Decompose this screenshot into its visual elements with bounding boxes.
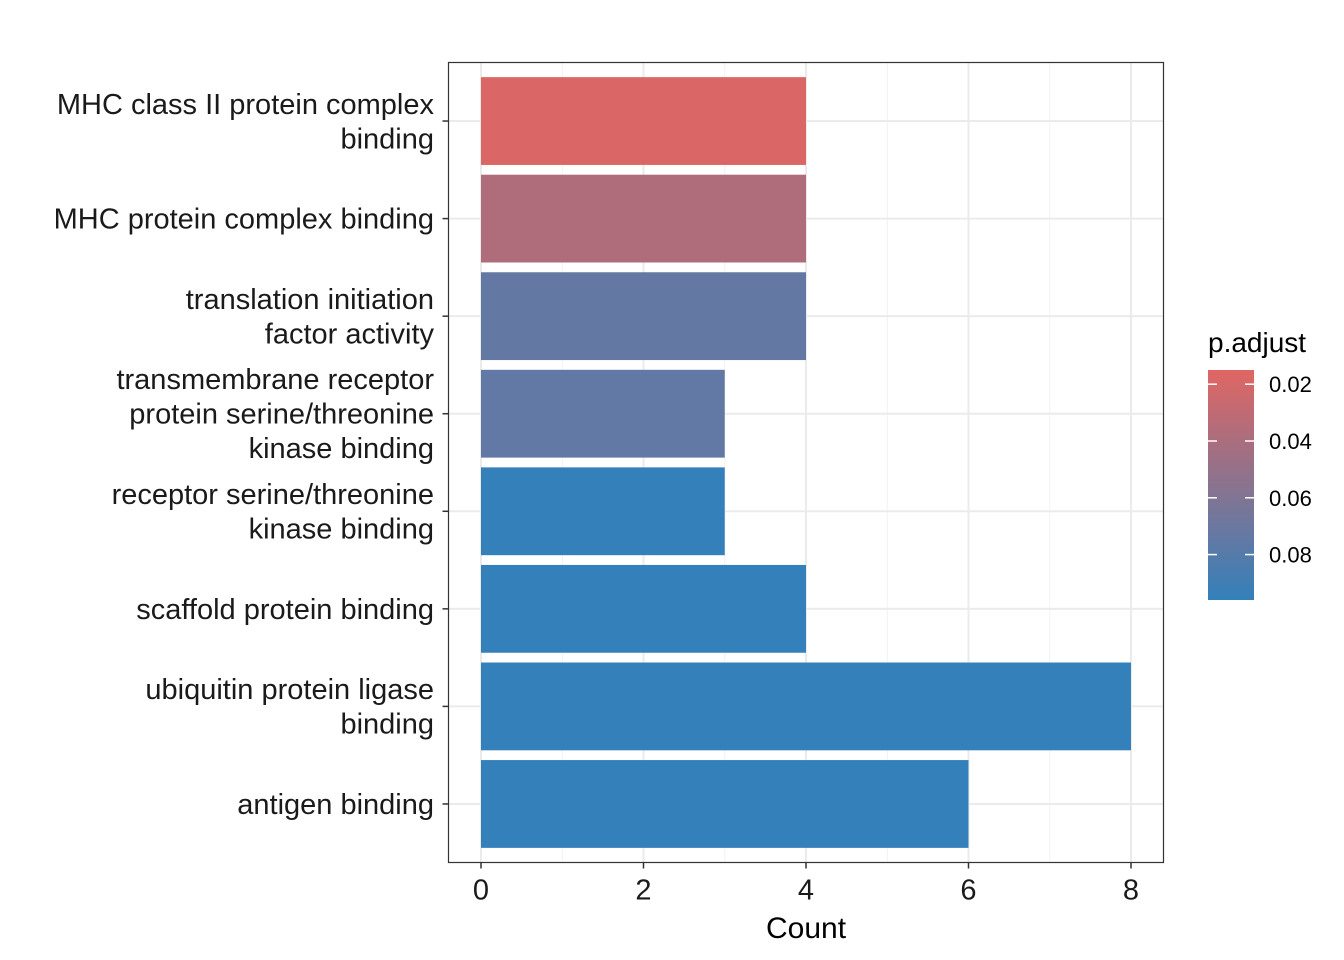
legend-tick-label: 0.04 <box>1269 429 1312 454</box>
y-tick-label: scaffold protein binding <box>136 594 434 626</box>
y-tick-label: MHC class II protein complex binding <box>57 89 435 156</box>
bar-8 <box>481 760 969 848</box>
x-tick-label: 8 <box>1123 875 1139 907</box>
y-tick-label: translation initiation factor activity <box>186 284 435 351</box>
x-tick-label: 0 <box>473 875 489 907</box>
legend-tick-label: 0.02 <box>1269 372 1312 397</box>
bar-5 <box>481 467 725 556</box>
bar-4 <box>481 369 725 458</box>
x-axis-title: Count <box>766 912 847 945</box>
bar-2 <box>481 174 806 263</box>
bar-7 <box>481 662 1131 751</box>
bar-6 <box>481 564 806 653</box>
bar-1 <box>481 77 806 165</box>
bars <box>481 77 1131 848</box>
legend-tick-label: 0.06 <box>1269 486 1312 511</box>
y-tick-label: transmembrane receptor protein serine/thr… <box>116 364 434 465</box>
y-tick-label: MHC protein complex binding <box>54 204 434 236</box>
legend-colorbar <box>1208 370 1254 600</box>
legend-title: p.adjust <box>1208 327 1306 358</box>
legend-tick-label: 0.08 <box>1269 543 1312 568</box>
x-tick-label: 2 <box>635 875 651 907</box>
y-tick-label: receptor serine/threonine kinase binding <box>112 479 434 546</box>
x-tick-label: 4 <box>798 875 814 907</box>
y-tick-label: ubiquitin protein ligase binding <box>145 674 434 741</box>
x-axis: 0 2 4 6 8 <box>473 862 1139 907</box>
x-tick-label: 6 <box>960 875 976 907</box>
bar-3 <box>481 272 806 361</box>
y-tick-label: antigen binding <box>237 789 434 821</box>
y-axis: MHC class II protein complex binding MHC p… <box>54 89 449 821</box>
legend: p.adjust 0.02 0.04 0.06 0.08 <box>1208 327 1312 600</box>
